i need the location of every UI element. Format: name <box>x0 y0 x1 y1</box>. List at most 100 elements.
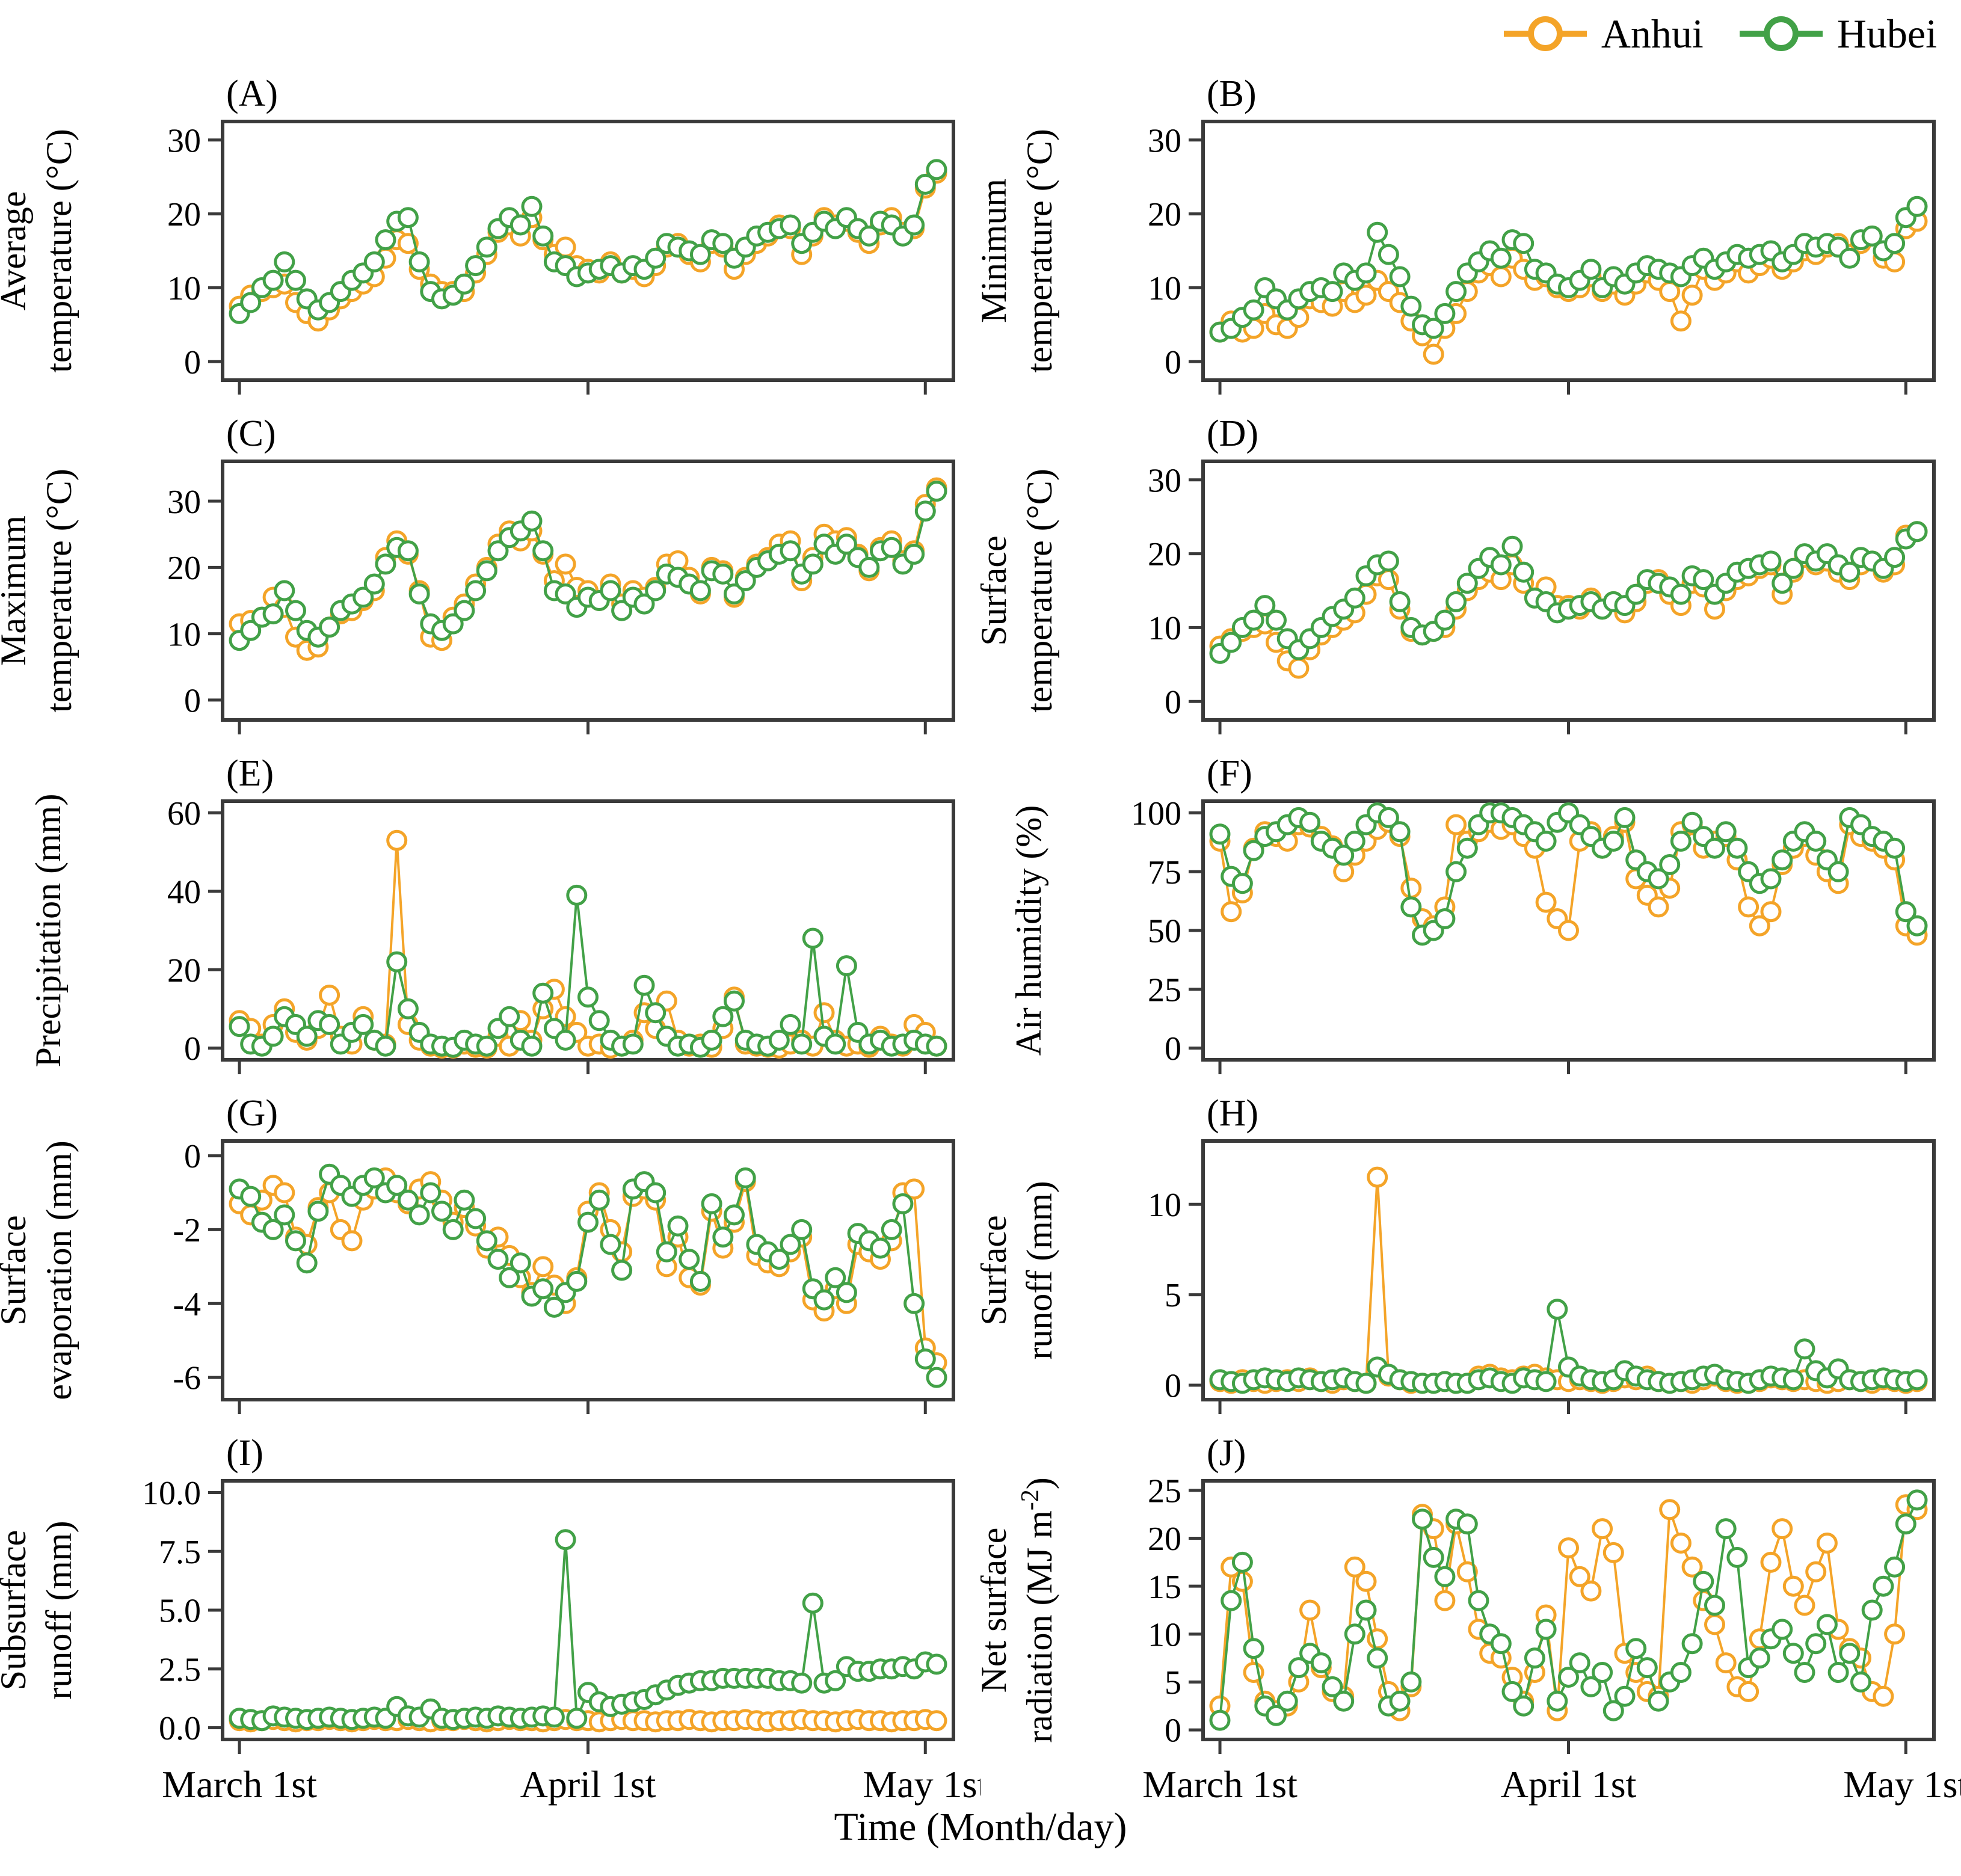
data-point <box>1288 657 1310 679</box>
data-point <box>408 1204 430 1226</box>
y-axis-label: temperature (°C) <box>1020 129 1059 372</box>
data-point <box>577 986 599 1008</box>
data-point <box>1580 1580 1602 1602</box>
data-point <box>780 540 801 562</box>
panel-B: (B) 0 10 20 30 Minimum temperature (°C) <box>974 67 1961 407</box>
data-point <box>1513 233 1535 254</box>
data-point <box>454 600 475 621</box>
data-point <box>1434 908 1456 929</box>
data-point <box>712 1006 734 1027</box>
panel-I: (I) 0.0 2.5 5.0 7.5 10.0 March 1st April 1st May… <box>0 1427 988 1876</box>
panel-C-chart: (C) 0 10 20 30 Maximum temperature (°C) <box>0 413 955 734</box>
y-axis-label: Air humidity (%) <box>1009 805 1048 1056</box>
panel-F-chart: (F) 0 25 50 75 100 Air humidity (%) <box>1009 753 1936 1074</box>
data-point <box>1805 1633 1827 1655</box>
data-point <box>543 1296 565 1318</box>
data-point <box>408 583 430 604</box>
data-point <box>1490 266 1512 288</box>
data-point <box>1749 915 1770 936</box>
data-point <box>476 1035 497 1057</box>
data-point <box>487 540 509 562</box>
data-point <box>1456 573 1478 594</box>
y-tick-label: 10.0 <box>142 1475 201 1512</box>
data-point <box>1221 632 1242 653</box>
y-axis-label: Precipitation (mm) <box>28 794 68 1068</box>
data-point <box>1726 1546 1748 1568</box>
data-point <box>1456 1513 1478 1535</box>
data-point <box>1367 221 1388 243</box>
data-point <box>1648 1690 1669 1712</box>
series-hubei <box>1209 1489 1928 1731</box>
data-point <box>881 537 902 558</box>
data-point <box>1884 1623 1906 1645</box>
y-tick-label: 25 <box>1148 1473 1181 1510</box>
data-point <box>712 1226 734 1248</box>
data-point <box>1243 609 1264 631</box>
data-point <box>1535 1619 1557 1640</box>
data-point <box>836 1282 857 1303</box>
data-point <box>1839 561 1861 583</box>
data-point <box>1535 831 1557 852</box>
panel-letter: (E) <box>226 753 274 794</box>
data-point <box>577 1211 599 1233</box>
data-point <box>1445 281 1467 303</box>
data-point <box>892 1193 914 1214</box>
legend-item-hubei: Hubei <box>1736 10 1937 58</box>
data-point <box>532 540 554 562</box>
y-tick-label: 20 <box>1148 196 1181 233</box>
data-point <box>1434 609 1456 631</box>
series-hubei <box>229 1163 947 1388</box>
y-tick-label: 30 <box>167 484 201 521</box>
data-point <box>465 255 487 277</box>
data-point <box>780 1013 801 1035</box>
data-point <box>791 1672 813 1694</box>
y-axis-label: temperature (°C) <box>39 129 79 372</box>
data-point <box>274 580 295 601</box>
data-point <box>1535 1371 1557 1392</box>
panel-letter: (D) <box>1207 413 1258 454</box>
data-point <box>1760 550 1782 572</box>
data-point <box>509 1252 531 1274</box>
data-point <box>363 1167 385 1189</box>
y-axis-label: Subsurface <box>0 1530 33 1691</box>
data-point <box>1378 244 1399 265</box>
panel-letter: (J) <box>1207 1433 1246 1474</box>
data-point <box>724 1204 745 1226</box>
legend-label-anhui: Anhui <box>1601 10 1704 57</box>
data-point <box>1850 1671 1871 1693</box>
y-tick-label: -6 <box>173 1360 201 1397</box>
data-point <box>1221 1590 1242 1611</box>
data-point <box>1243 840 1264 861</box>
data-point <box>1501 535 1523 557</box>
y-tick-label: 10 <box>167 616 201 653</box>
data-point <box>1400 896 1422 918</box>
data-point <box>724 583 745 604</box>
data-point <box>1490 554 1512 576</box>
data-point <box>1276 1690 1298 1712</box>
y-tick-label: 0.0 <box>159 1710 201 1747</box>
plot-frame <box>221 799 955 1062</box>
data-point <box>926 1367 947 1388</box>
plot-frame <box>221 1479 955 1741</box>
data-point <box>1906 915 1928 936</box>
y-tick-label: 0 <box>1165 684 1181 721</box>
data-point <box>1310 1652 1332 1674</box>
data-point <box>296 1252 318 1274</box>
data-point <box>633 974 655 996</box>
data-point <box>386 1175 408 1196</box>
data-point <box>532 225 554 247</box>
data-point <box>712 563 734 585</box>
data-point <box>1344 831 1365 852</box>
data-point <box>1592 1518 1613 1540</box>
panel-I-chart: (I) 0.0 2.5 5.0 7.5 10.0 March 1st April 1st May… <box>0 1433 988 1806</box>
data-point <box>1423 1546 1444 1568</box>
data-point <box>1209 1709 1231 1731</box>
data-point <box>1782 1643 1804 1664</box>
data-point <box>926 1035 947 1057</box>
data-point <box>341 1230 363 1252</box>
data-point <box>1456 1561 1478 1582</box>
data-point <box>1670 1662 1692 1683</box>
y-tick-label: 30 <box>167 122 201 159</box>
data-point <box>555 1529 576 1551</box>
